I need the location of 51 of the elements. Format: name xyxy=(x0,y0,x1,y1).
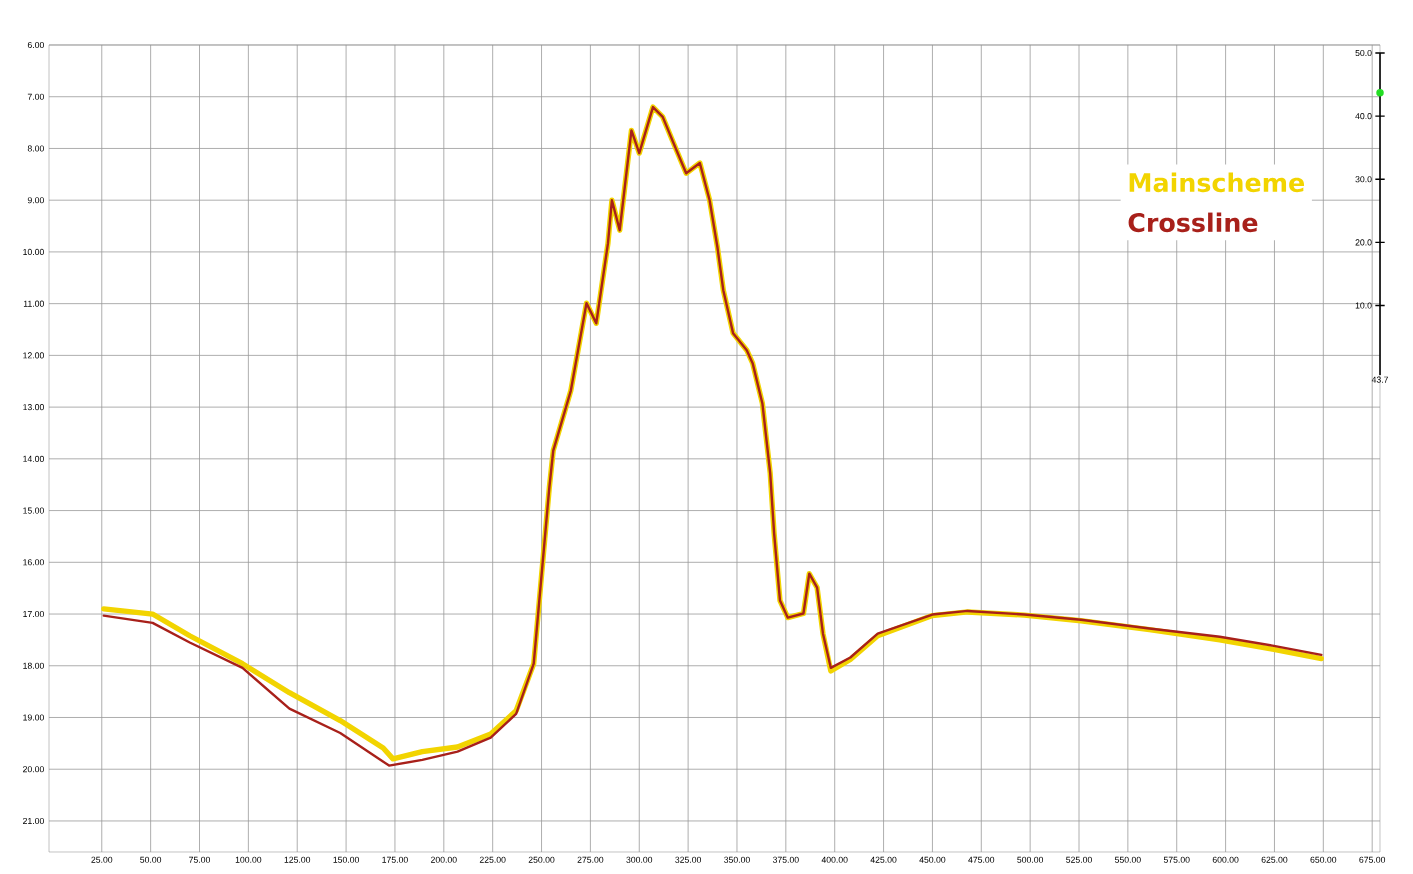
y-tick-label: 13.00 xyxy=(23,404,44,411)
x-tick-label: 300.00 xyxy=(626,856,653,863)
y-tick-label: 7.00 xyxy=(27,93,44,100)
x-tick-label: 375.00 xyxy=(772,856,799,863)
x-tick-label: 75.00 xyxy=(189,856,210,863)
x-tick-label: 125.00 xyxy=(284,856,311,863)
y2-tick-label: 50.0 xyxy=(1355,49,1372,57)
x-tick-label: 500.00 xyxy=(1017,856,1044,863)
y-tick-label: 10.00 xyxy=(23,248,44,255)
annotation: 43.7 xyxy=(1371,376,1388,383)
x-tick-label: 350.00 xyxy=(724,856,750,863)
x-tick-label: 550.00 xyxy=(1114,856,1141,863)
y-tick-label: 15.00 xyxy=(23,507,44,514)
x-tick-label: 325.00 xyxy=(675,856,702,863)
x-tick-label: 150.00 xyxy=(333,856,359,863)
x-tick-label: 175.00 xyxy=(382,856,408,863)
x-tick-label: 450.00 xyxy=(919,856,946,863)
x-tick-label: 425.00 xyxy=(870,856,897,863)
y2-tick-label: 20.0 xyxy=(1355,239,1372,246)
y-tick-label: 16.00 xyxy=(23,559,44,566)
y-tick-label: 21.00 xyxy=(23,817,44,825)
y-tick-label: 20.00 xyxy=(23,766,44,773)
x-tick-label: 575.00 xyxy=(1163,856,1190,863)
y2-tick-label: 40.0 xyxy=(1355,113,1372,120)
y-tick-label: 14.00 xyxy=(23,455,44,462)
y2-tick-label: 10.0 xyxy=(1355,302,1372,309)
x-tick-label: 275.00 xyxy=(577,856,604,863)
y-tick-label: 12.00 xyxy=(23,352,44,359)
y-tick-label: 11.00 xyxy=(23,300,44,307)
x-tick-label: 650.00 xyxy=(1310,856,1337,863)
y-tick-label: 8.00 xyxy=(27,145,44,152)
y-tick-label: 18.00 xyxy=(23,662,44,669)
x-tick-label: 225.00 xyxy=(479,856,506,863)
x-tick-label: 675.00 xyxy=(1359,856,1386,863)
x-tick-label: 100.00 xyxy=(235,856,262,863)
x-tick-label: 625.00 xyxy=(1261,856,1288,863)
y-tick-label: 17.00 xyxy=(23,610,44,618)
y-tick-label: 19.00 xyxy=(23,714,44,721)
y-tick-label: 6.00 xyxy=(27,41,44,49)
x-tick-label: 250.00 xyxy=(528,856,555,863)
text: Mainscheme xyxy=(1129,172,1305,193)
x-tick-label: 50.00 xyxy=(140,856,162,863)
x-tick-label: 525.00 xyxy=(1066,856,1092,863)
y2-tick-label: 30.0 xyxy=(1355,176,1372,183)
y-tick-label: 9.00 xyxy=(27,197,44,204)
x-tick-label: 200.00 xyxy=(431,856,457,863)
x-tick-label: 25.00 xyxy=(91,856,113,863)
x-tick-label: 400.00 xyxy=(821,856,848,863)
text: Crossline xyxy=(1128,212,1258,233)
x-tick-label: 600.00 xyxy=(1212,856,1239,863)
x-tick-label: 475.00 xyxy=(968,856,995,863)
